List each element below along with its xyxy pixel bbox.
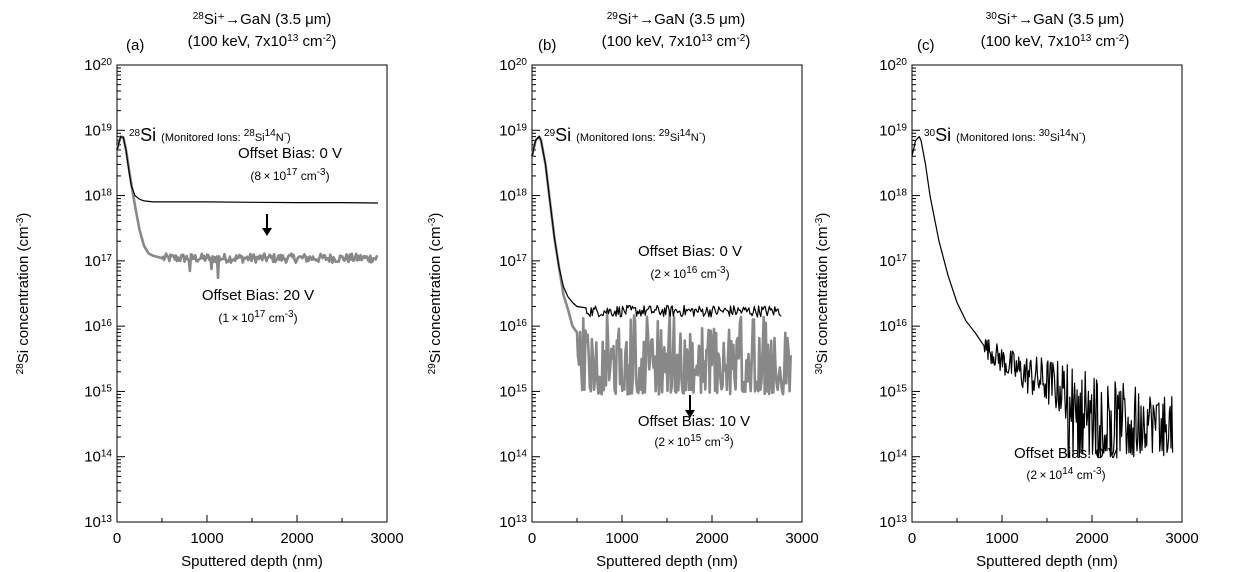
annotation-bias: Offset Bias: 0 V	[638, 243, 742, 260]
x-axis-label: Sputtered depth (nm)	[976, 553, 1118, 570]
chart-title-line1: 29Si⁺→GaN (3.5 μm)	[607, 11, 746, 29]
y-tick-label: 1018	[499, 187, 527, 205]
annotation-value: (8 × 1017 cm-3)	[250, 167, 329, 184]
x-axis-label: Sputtered depth (nm)	[181, 553, 323, 570]
y-tick-label: 1015	[879, 383, 907, 401]
annotation-value: (1 × 1017 cm-3)	[218, 309, 297, 326]
y-tick-label: 1019	[879, 122, 907, 140]
chart-panel-b: 29Si⁺→GaN (3.5 μm) (100 keV, 7x1013 cm-2)…	[427, 11, 819, 571]
y-tick-label: 1019	[499, 122, 527, 140]
x-tick-label: 0	[528, 530, 536, 547]
x-tick-label: 2000	[695, 530, 728, 547]
annotation-bias: Offset Bias: 20 V	[202, 287, 314, 304]
y-tick-label: 1014	[84, 448, 112, 466]
isotope-label: 29Si (Monitored Ions: 29Si14N-)	[544, 125, 706, 145]
y-tick-label: 1016	[84, 318, 112, 336]
series-line-1	[115, 135, 379, 280]
y-tick-label: 1020	[84, 57, 112, 75]
series-line-0	[531, 136, 782, 318]
y-axis-label: 30Si concentration (cm-3)	[814, 213, 832, 375]
chart-title-line2: (100 keV, 7x1013 cm-2)	[602, 33, 751, 51]
y-tick-label: 1019	[84, 122, 112, 140]
x-tick-label: 1000	[985, 530, 1018, 547]
y-tick-label: 1016	[879, 318, 907, 336]
x-tick-label: 0	[113, 530, 121, 547]
y-tick-label: 1013	[499, 514, 527, 532]
chart-title-line2: (100 keV, 7x1013 cm-2)	[981, 33, 1130, 51]
y-tick-label: 1015	[84, 383, 112, 401]
y-tick-label: 1018	[84, 187, 112, 205]
x-tick-label: 3000	[1165, 530, 1198, 547]
y-tick-label: 1015	[499, 383, 527, 401]
y-tick-label: 1018	[879, 187, 907, 205]
y-tick-label: 1014	[879, 448, 907, 466]
panel-label: (c)	[917, 37, 935, 54]
x-tick-label: 3000	[370, 530, 403, 547]
y-tick-label: 1017	[879, 252, 907, 270]
x-tick-label: 3000	[785, 530, 818, 547]
y-tick-label: 1013	[84, 514, 112, 532]
isotope-label: 30Si (Monitored Ions: 30Si14N-)	[924, 125, 1086, 145]
y-tick-label: 1013	[879, 514, 907, 532]
isotope-label: 28Si (Monitored Ions: 28Si14N-)	[129, 125, 291, 145]
x-tick-label: 2000	[1075, 530, 1108, 547]
annotation-bias: Offset Bias: 0 V	[1014, 445, 1118, 462]
annotation-value: (2 × 1014 cm-3)	[1026, 466, 1105, 483]
chart-title-line1: 28Si⁺→GaN (3.5 μm)	[193, 11, 332, 29]
annotation-bias: Offset Bias: 10 V	[638, 413, 750, 430]
y-tick-label: 1020	[879, 57, 907, 75]
panel-label: (b)	[538, 37, 556, 54]
annotation-bias: Offset Bias: 0 V	[238, 145, 342, 162]
series-line-0	[911, 136, 1174, 459]
chart-panel-c: 30Si⁺→GaN (3.5 μm) (100 keV, 7x1013 cm-2)…	[814, 11, 1199, 571]
series-line-0	[116, 136, 379, 204]
x-tick-label: 1000	[605, 530, 638, 547]
annotation-value: (2 × 1016 cm-3)	[650, 265, 729, 282]
down-arrow-head	[685, 410, 695, 418]
x-tick-label: 1000	[190, 530, 223, 547]
y-axis-label: 29Si concentration (cm-3)	[427, 213, 445, 375]
chart-panel-a: 28Si⁺→GaN (3.5 μm) (100 keV, 7x1013 cm-2)…	[15, 11, 404, 571]
down-arrow-head	[262, 228, 272, 236]
y-axis-label: 28Si concentration (cm-3)	[15, 213, 33, 375]
y-tick-label: 1017	[84, 252, 112, 270]
y-tick-label: 1016	[499, 318, 527, 336]
series-line-1	[530, 135, 792, 396]
annotation-value: (2 × 1015 cm-3)	[654, 433, 733, 450]
y-tick-label: 1014	[499, 448, 527, 466]
panel-label: (a)	[126, 37, 144, 54]
x-axis-label: Sputtered depth (nm)	[596, 553, 738, 570]
x-tick-label: 2000	[280, 530, 313, 547]
y-tick-label: 1017	[499, 252, 527, 270]
y-tick-label: 1020	[499, 57, 527, 75]
x-tick-label: 0	[908, 530, 916, 547]
chart-title-line1: 30Si⁺→GaN (3.5 μm)	[986, 11, 1125, 29]
chart-title-line2: (100 keV, 7x1013 cm-2)	[188, 33, 337, 51]
